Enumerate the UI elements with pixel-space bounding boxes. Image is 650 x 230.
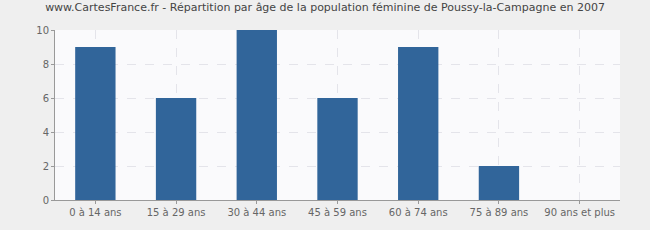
svg-text:30 à 44 ans: 30 à 44 ans — [227, 207, 286, 218]
svg-text:8: 8 — [43, 59, 49, 70]
svg-text:60 à 74 ans: 60 à 74 ans — [389, 207, 448, 218]
svg-text:90 ans et plus: 90 ans et plus — [544, 207, 615, 218]
svg-text:10: 10 — [36, 25, 49, 36]
svg-text:45 à 59 ans: 45 à 59 ans — [308, 207, 367, 218]
svg-text:www.CartesFrance.fr - Répartit: www.CartesFrance.fr - Répartition par âg… — [45, 1, 605, 14]
svg-text:2: 2 — [43, 161, 49, 172]
svg-text:6: 6 — [43, 93, 49, 104]
svg-text:15 à 29 ans: 15 à 29 ans — [147, 207, 206, 218]
svg-text:75 à 89 ans: 75 à 89 ans — [470, 207, 529, 218]
svg-text:4: 4 — [43, 127, 49, 138]
svg-text:0: 0 — [43, 195, 49, 206]
svg-text:0 à 14 ans: 0 à 14 ans — [69, 207, 121, 218]
